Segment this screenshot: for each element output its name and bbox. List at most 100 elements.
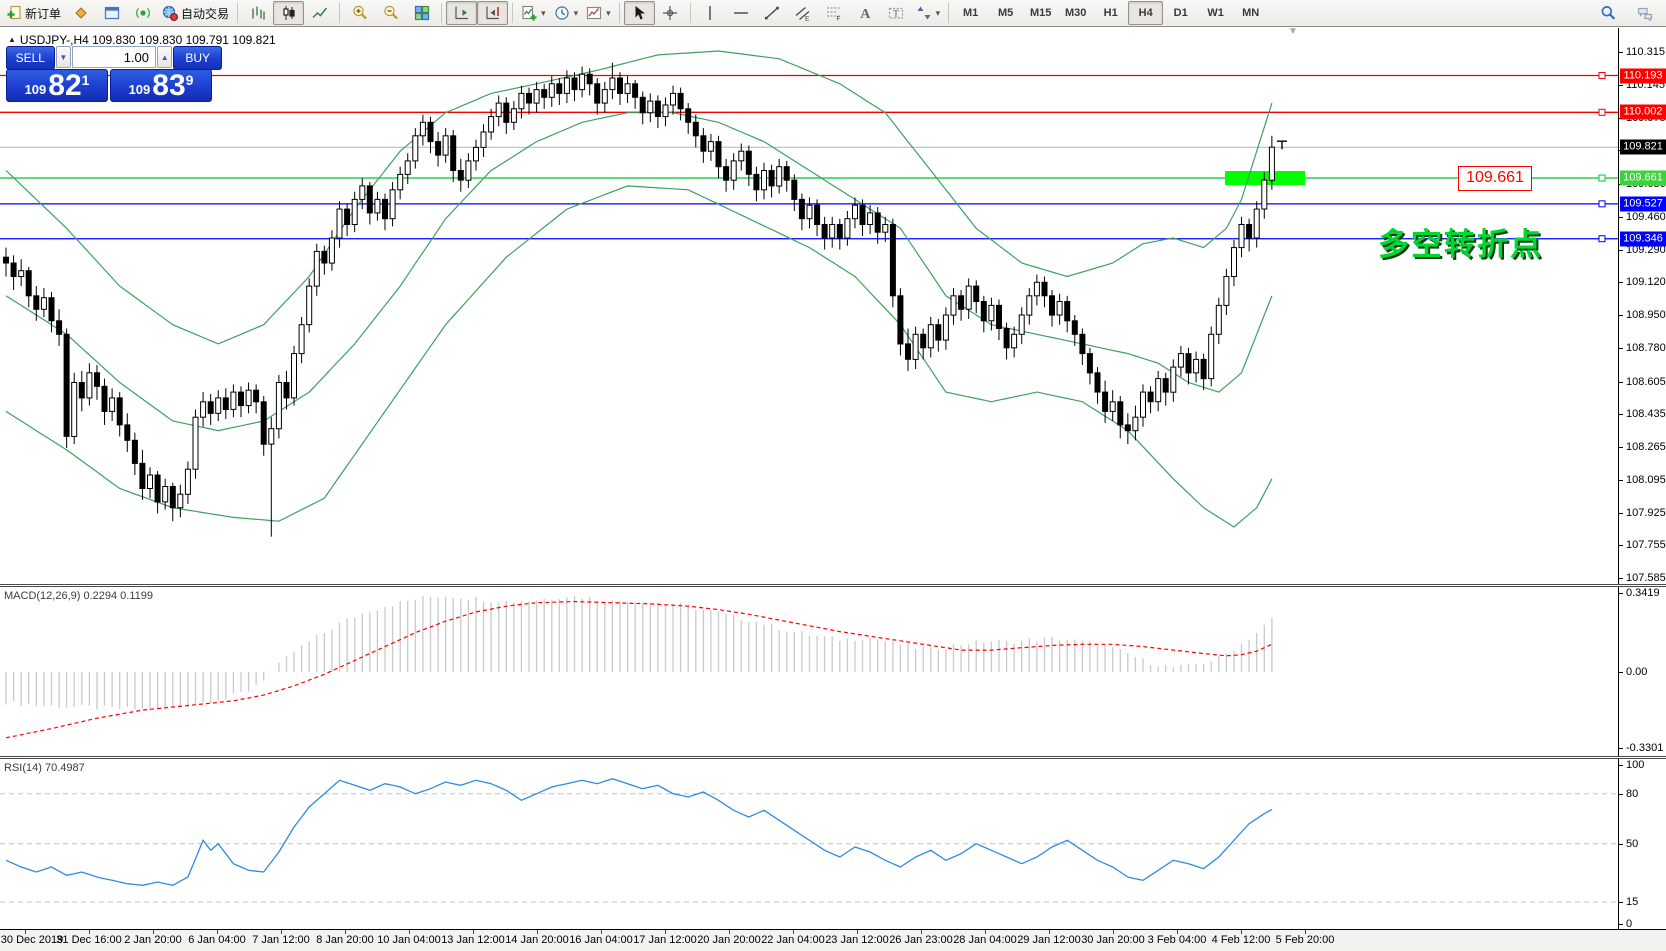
sell-price-big: 82 <box>48 69 82 102</box>
volume-decrease-button[interactable]: ▼ <box>55 46 71 68</box>
axis-tick <box>1619 480 1623 481</box>
toolbar-separator <box>689 3 691 23</box>
rsi-panel[interactable]: RSI(14) 70.4987 100 80 50 15 0 <box>0 759 1666 930</box>
timeframe-W1-button[interactable]: W1 <box>1207 7 1224 19</box>
time-label: 14 Jan 20:00 <box>505 934 569 946</box>
eraser-button[interactable] <box>65 1 96 25</box>
timeframe-H1-button[interactable]: H1 <box>1103 7 1118 19</box>
buy-price-small: 109 <box>128 82 151 97</box>
clock-icon <box>554 5 570 21</box>
search-button[interactable] <box>1592 1 1623 25</box>
macd-axis[interactable]: 0.3419 0.00 -0.3301 <box>1618 587 1666 756</box>
auto-trading-button[interactable]: 自动交易 <box>158 1 233 25</box>
time-label: 6 Jan 04:00 <box>188 934 246 946</box>
price-axis[interactable]: 110.315110.145109.975109.805109.630109.4… <box>1618 28 1666 584</box>
time-label: 30 Dec 2019 <box>0 934 64 946</box>
market-watch-button[interactable] <box>96 1 127 25</box>
axis-tick <box>1619 578 1623 579</box>
volume-increase-button[interactable]: ▲ <box>157 46 173 68</box>
crosshair-button[interactable] <box>655 1 686 25</box>
chevron-down-icon[interactable]: ▾ <box>606 7 611 18</box>
horizontal-line-button[interactable] <box>726 1 757 25</box>
cursor-button[interactable] <box>623 1 655 25</box>
templates-button[interactable]: ▾ <box>582 1 615 25</box>
rsi-axis[interactable]: 100 80 50 15 0 <box>1618 759 1666 930</box>
time-tick <box>345 930 346 934</box>
toolbar-separator <box>339 3 341 23</box>
sell-price-small: 109 <box>24 82 47 97</box>
text-button[interactable]: A <box>850 1 881 25</box>
price-callout-label[interactable]: 109.661 <box>1458 166 1532 192</box>
tile-windows-button[interactable] <box>406 1 437 25</box>
sell-button[interactable]: SELL <box>6 46 55 70</box>
fibonacci-button[interactable]: F <box>819 1 850 25</box>
chart-title: ▲ USDJPY-,H4 109.830 109.830 109.791 109.… <box>8 33 276 47</box>
timeframe-M5-button[interactable]: M5 <box>998 7 1014 19</box>
chat-button[interactable] <box>1629 1 1660 25</box>
candle-chart-button[interactable] <box>273 1 305 25</box>
axis-tick <box>1619 593 1623 594</box>
time-label: 20 Jan 20:00 <box>697 934 761 946</box>
periods-button[interactable]: ▾ <box>550 1 583 25</box>
eraser-icon <box>73 5 89 21</box>
timeframe-M1-button[interactable]: M1 <box>963 7 979 19</box>
panel-splitter[interactable] <box>0 756 1666 759</box>
time-tick <box>857 930 858 934</box>
trendline-button[interactable] <box>757 1 788 25</box>
rsi-tick-label: 50 <box>1626 838 1639 850</box>
time-label: 26 Jan 23:00 <box>889 934 953 946</box>
time-tick <box>1305 930 1306 934</box>
macd-panel[interactable]: MACD(12,26,9) 0.2294 0.1199 0.3419 0.00 -0… <box>0 587 1666 756</box>
zoom-out-icon <box>383 5 399 21</box>
collapse-triangle-icon[interactable]: ▲ <box>8 35 16 44</box>
bar-chart-button[interactable] <box>242 1 273 25</box>
time-tick <box>89 930 90 934</box>
zoom-out-button[interactable] <box>375 1 406 25</box>
timeframe-H4-button[interactable]: H4 <box>1128 1 1164 25</box>
axis-tick <box>1619 447 1623 448</box>
time-label: 2 Jan 20:00 <box>124 934 182 946</box>
chevron-down-icon[interactable]: ▾ <box>541 7 546 18</box>
equidistant-channel-button[interactable]: E <box>788 1 819 25</box>
rsi-tick-label: 100 <box>1626 759 1645 771</box>
chart-shift-button[interactable] <box>477 1 509 25</box>
panel-splitter[interactable] <box>0 584 1666 587</box>
zoom-in-button[interactable] <box>344 1 375 25</box>
time-tick <box>1241 930 1242 934</box>
line-chart-button[interactable] <box>304 1 335 25</box>
chevron-down-icon[interactable]: ▾ <box>935 7 941 18</box>
axis-tick <box>1619 672 1623 673</box>
vertical-line-button[interactable] <box>695 1 726 25</box>
auto-scroll-button[interactable] <box>446 1 478 25</box>
volume-input[interactable] <box>72 46 156 68</box>
chevron-down-icon[interactable]: ▾ <box>573 7 579 18</box>
time-tick <box>409 930 410 934</box>
buy-button[interactable]: BUY <box>173 46 222 70</box>
sell-price-box[interactable]: 109 82 1 <box>6 69 108 102</box>
timeframe-M15-button[interactable]: M15 <box>1029 7 1052 19</box>
timeframe-MN-button[interactable]: MN <box>1242 7 1260 19</box>
indicators-icon <box>521 5 537 21</box>
axis-tick <box>1619 794 1623 795</box>
main-chart-panel[interactable]: ▲ USDJPY-,H4 109.830 109.830 109.791 109.… <box>0 26 1666 584</box>
timeframe-D1-button[interactable]: D1 <box>1173 7 1188 19</box>
chart-annotation-text[interactable]: 多空转折点 <box>1378 226 1543 262</box>
timeframe-M30-button[interactable]: M30 <box>1064 7 1087 19</box>
arrows-button[interactable]: ▾ <box>912 1 945 25</box>
axis-tick <box>1619 315 1623 316</box>
cursor-icon <box>631 5 647 21</box>
time-tick <box>537 930 538 934</box>
buy-price-pip: 9 <box>185 72 194 88</box>
buy-price-box[interactable]: 109 83 9 <box>110 69 212 102</box>
text-label-button[interactable]: T <box>881 1 912 25</box>
time-tick <box>1049 930 1050 934</box>
new-order-button[interactable]: 新订单 <box>2 1 65 25</box>
indicators-button[interactable]: ▾ <box>517 1 550 25</box>
chart-shift-marker-icon[interactable]: ▼ <box>1288 26 1298 37</box>
price-tick-label: 109.460 <box>1626 211 1666 223</box>
time-tick <box>1177 930 1178 934</box>
signals-button[interactable] <box>127 1 158 25</box>
time-axis[interactable]: 30 Dec 2019 31 Dec 16:00 2 Jan 20:00 6 Jan … <box>0 930 1666 951</box>
time-label: 13 Jan 12:00 <box>441 934 505 946</box>
price-tick-label: 107.925 <box>1626 507 1666 519</box>
